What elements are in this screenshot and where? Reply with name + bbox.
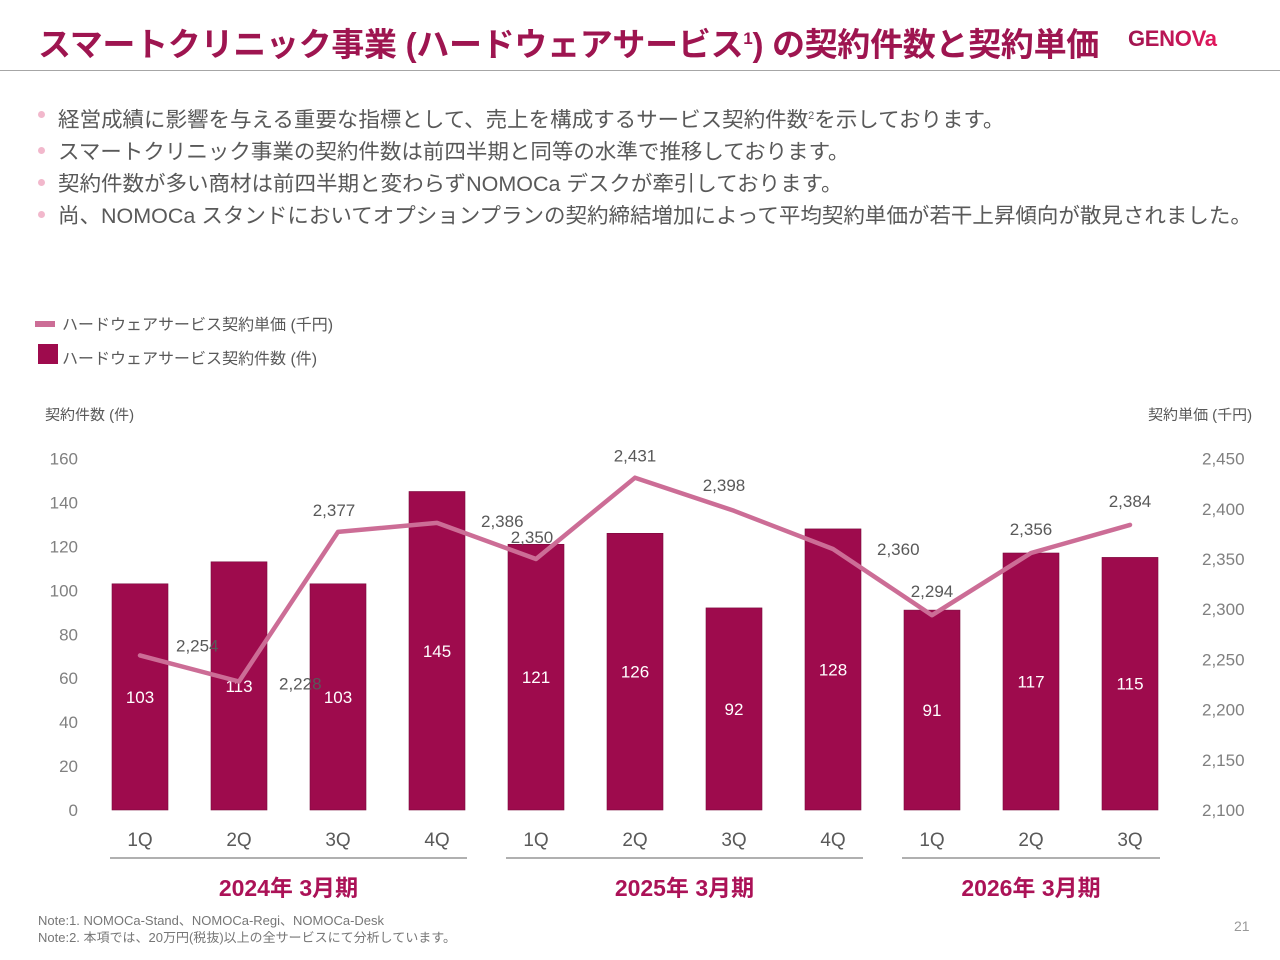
svg-text:2,377: 2,377 bbox=[313, 501, 356, 520]
svg-text:2,228: 2,228 bbox=[279, 675, 322, 694]
svg-text:92: 92 bbox=[725, 700, 744, 719]
svg-text:80: 80 bbox=[59, 625, 78, 644]
svg-text:2Q: 2Q bbox=[622, 830, 647, 851]
svg-text:2,350: 2,350 bbox=[1202, 550, 1245, 569]
svg-text:140: 140 bbox=[50, 494, 78, 513]
svg-text:20: 20 bbox=[59, 757, 78, 776]
svg-text:121: 121 bbox=[522, 668, 550, 687]
svg-text:2Q: 2Q bbox=[226, 830, 251, 851]
svg-text:2,254: 2,254 bbox=[176, 636, 219, 655]
svg-text:120: 120 bbox=[50, 538, 78, 557]
svg-text:2,100: 2,100 bbox=[1202, 801, 1245, 820]
svg-text:60: 60 bbox=[59, 669, 78, 688]
svg-text:2,360: 2,360 bbox=[877, 540, 920, 559]
svg-text:0: 0 bbox=[69, 801, 78, 820]
svg-text:3Q: 3Q bbox=[325, 830, 350, 851]
svg-text:103: 103 bbox=[126, 688, 154, 707]
svg-text:2,200: 2,200 bbox=[1202, 701, 1245, 720]
svg-text:1Q: 1Q bbox=[127, 830, 152, 851]
svg-text:2Q: 2Q bbox=[1018, 830, 1043, 851]
svg-text:2025年 3月期: 2025年 3月期 bbox=[615, 875, 754, 901]
svg-text:100: 100 bbox=[50, 581, 78, 600]
svg-text:3Q: 3Q bbox=[1117, 830, 1142, 851]
svg-text:126: 126 bbox=[621, 663, 649, 682]
svg-text:4Q: 4Q bbox=[820, 830, 845, 851]
svg-text:4Q: 4Q bbox=[424, 830, 449, 851]
svg-text:2,150: 2,150 bbox=[1202, 751, 1245, 770]
svg-text:2,431: 2,431 bbox=[614, 447, 657, 466]
svg-text:128: 128 bbox=[819, 660, 847, 679]
svg-text:2024年 3月期: 2024年 3月期 bbox=[219, 875, 358, 901]
svg-text:2,398: 2,398 bbox=[703, 476, 746, 495]
svg-text:40: 40 bbox=[59, 713, 78, 732]
svg-text:2,356: 2,356 bbox=[1010, 520, 1053, 539]
svg-text:2,300: 2,300 bbox=[1202, 600, 1245, 619]
svg-text:2,400: 2,400 bbox=[1202, 500, 1245, 519]
svg-text:2,294: 2,294 bbox=[911, 582, 954, 601]
svg-text:2,350: 2,350 bbox=[511, 528, 554, 547]
svg-text:160: 160 bbox=[50, 450, 78, 469]
svg-text:2026年 3月期: 2026年 3月期 bbox=[961, 875, 1100, 901]
svg-text:103: 103 bbox=[324, 688, 352, 707]
svg-text:145: 145 bbox=[423, 642, 451, 661]
svg-text:115: 115 bbox=[1116, 675, 1143, 694]
svg-text:2,384: 2,384 bbox=[1109, 492, 1152, 511]
svg-text:2,450: 2,450 bbox=[1202, 450, 1245, 469]
svg-text:117: 117 bbox=[1017, 673, 1044, 692]
svg-text:3Q: 3Q bbox=[721, 830, 746, 851]
svg-text:2,250: 2,250 bbox=[1202, 650, 1245, 669]
svg-text:91: 91 bbox=[923, 701, 942, 720]
svg-text:1Q: 1Q bbox=[523, 830, 548, 851]
svg-text:1Q: 1Q bbox=[919, 830, 944, 851]
